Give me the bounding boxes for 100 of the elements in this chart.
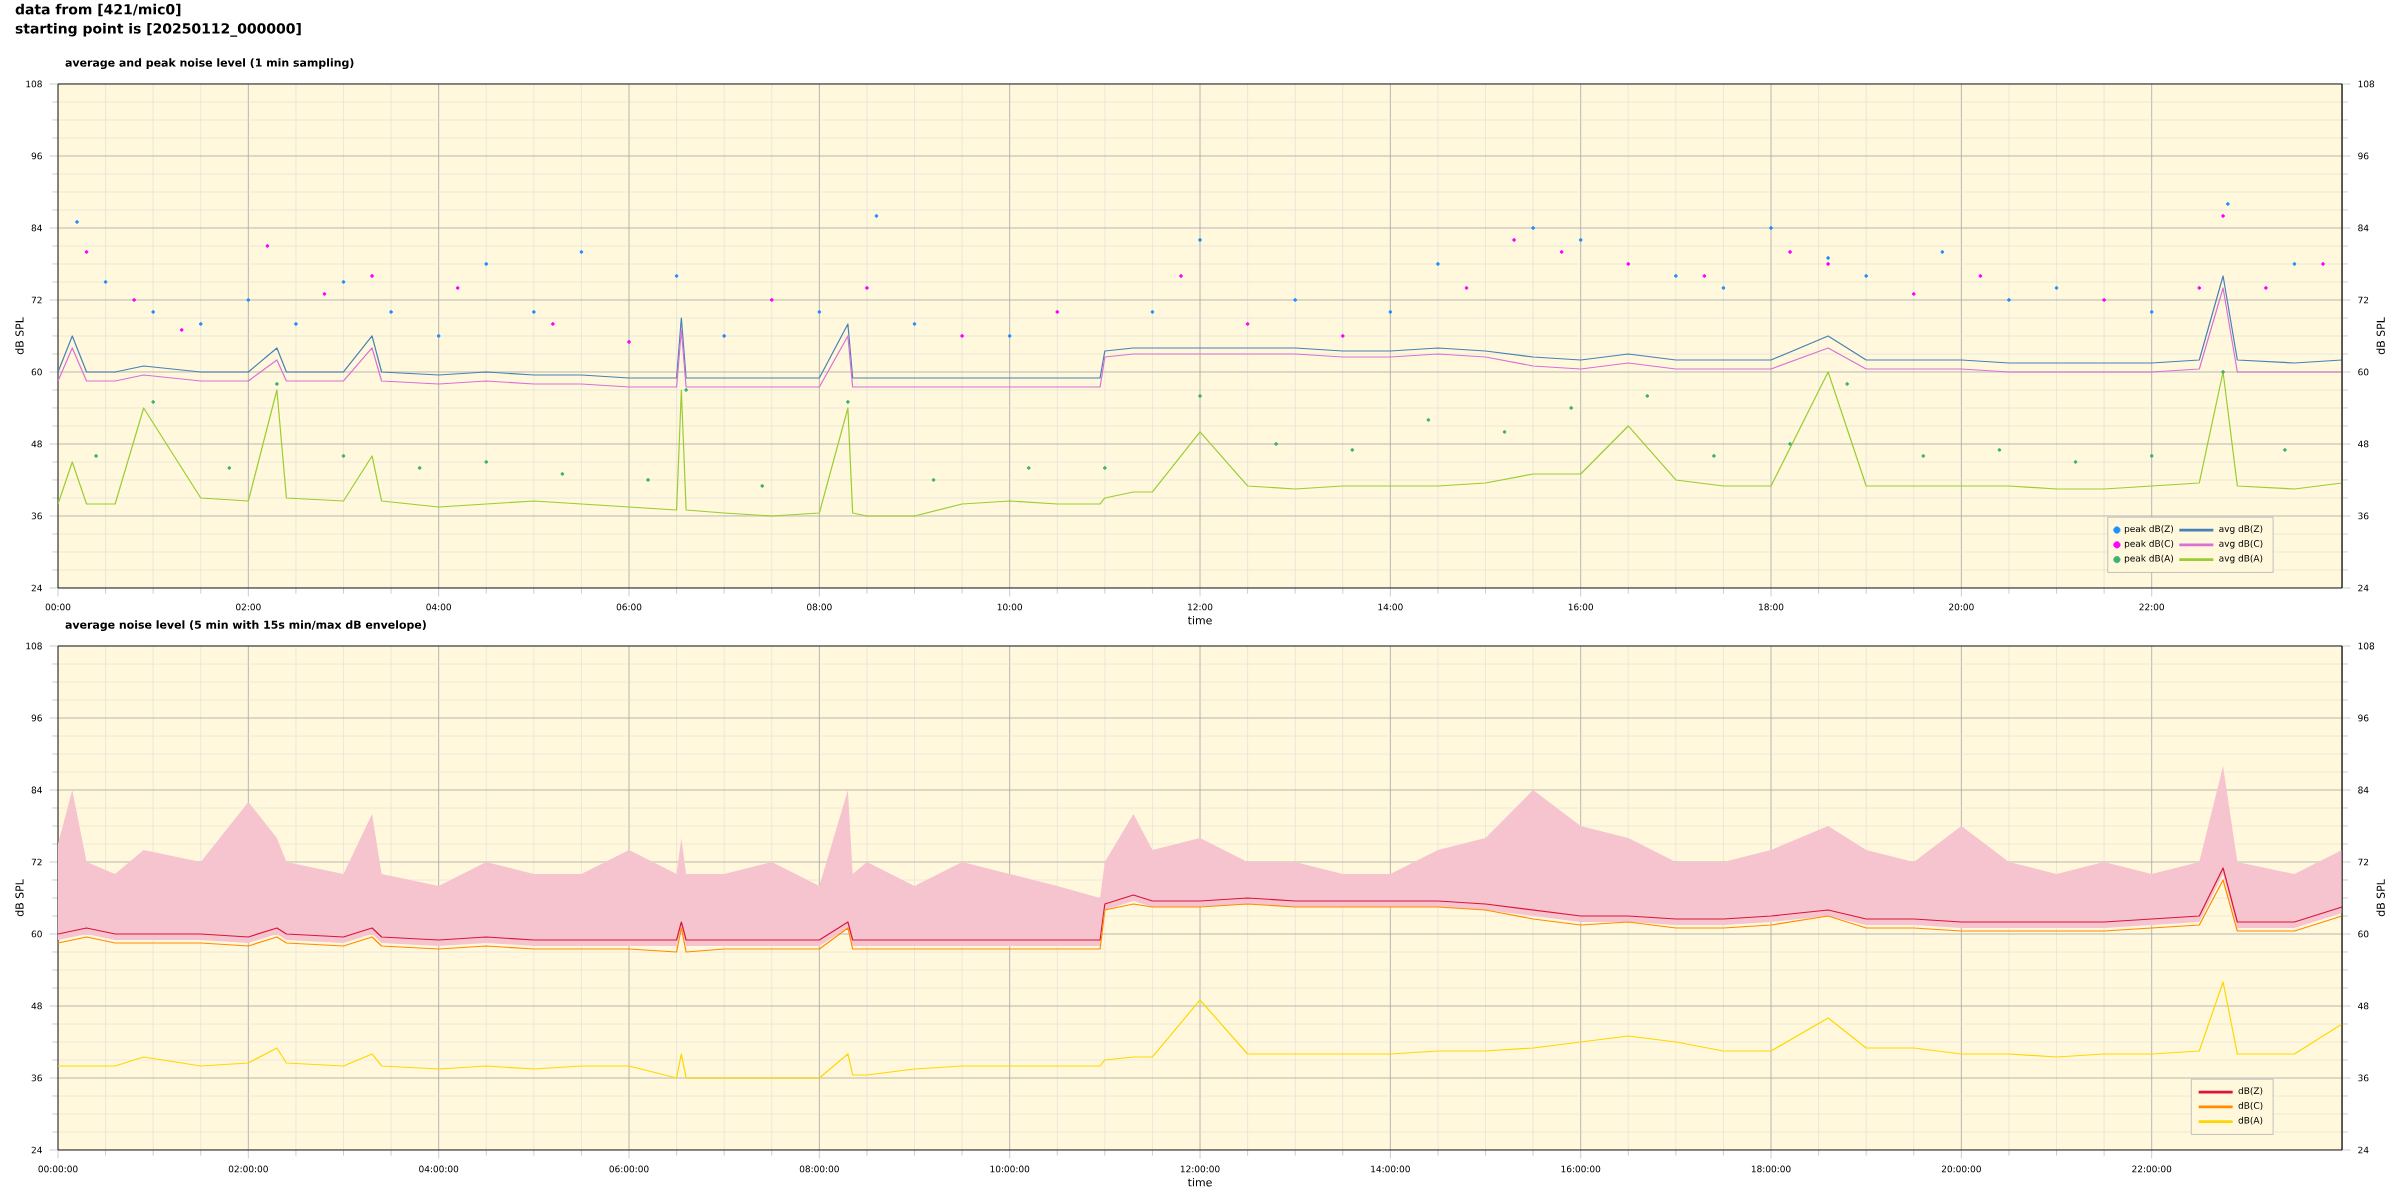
legend-label: dB(Z) [2238, 1087, 2263, 1096]
x-tick-label: 14:00 [1378, 603, 1403, 611]
legend-label: avg dB(Z) [2219, 525, 2263, 534]
point [1788, 442, 1792, 446]
point [2007, 298, 2011, 302]
point [2102, 298, 2106, 302]
y2-tick-label: 72 [2358, 296, 2369, 304]
legend-label: peak dB(A) [2124, 554, 2174, 564]
x-tick-label: 04:00 [426, 603, 452, 611]
point [246, 298, 251, 302]
point [2321, 262, 2325, 266]
point [1293, 298, 1297, 302]
point [179, 328, 184, 332]
point [874, 214, 879, 218]
point [1150, 310, 1155, 314]
point [484, 262, 489, 266]
point [1436, 262, 1440, 266]
point [151, 400, 155, 404]
x-tick-label: 12:00 [1188, 603, 1213, 611]
y2-tick-label: 48 [2358, 1002, 2369, 1010]
point [341, 454, 346, 458]
y2-tick-label: 60 [2358, 368, 2369, 376]
point [1569, 406, 1573, 410]
point [294, 322, 298, 326]
y-tick-label: 48 [31, 440, 42, 448]
point [265, 244, 270, 248]
y-tick-label: 84 [31, 224, 42, 232]
point [912, 322, 917, 326]
point [1245, 322, 1250, 326]
point [1940, 250, 1945, 254]
point [103, 280, 108, 284]
y-axis-title: dB SPL [15, 317, 24, 355]
y2-tick-label: 108 [2358, 642, 2375, 650]
y-tick-label: 72 [31, 296, 42, 304]
point [484, 460, 489, 464]
point [341, 280, 346, 284]
y-tick-label: 72 [31, 858, 42, 866]
point [1721, 286, 1726, 290]
point [1198, 238, 1202, 242]
point [646, 478, 650, 482]
point [417, 466, 422, 470]
text: data from [421/mic0] [15, 3, 181, 17]
x-tick-label: 08:00 [807, 603, 832, 611]
point [1702, 274, 1707, 278]
x-tick-label: 06:00 [616, 603, 642, 611]
legend-label: dB(A) [2238, 1116, 2263, 1125]
point [532, 310, 536, 314]
point [551, 322, 555, 326]
x-tick-label: 18:00 [1759, 603, 1784, 611]
point [1626, 262, 1631, 266]
point [722, 334, 726, 338]
point [684, 388, 688, 392]
point [322, 292, 327, 296]
y-tick-label: 60 [31, 368, 42, 376]
y2-tick-label: 108 [2358, 80, 2375, 88]
point [1198, 394, 1202, 398]
x-tick-label: 16:00:00 [1561, 1165, 1601, 1173]
legend-label: peak dB(C) [2124, 539, 2174, 549]
point [2054, 286, 2059, 290]
point [931, 478, 936, 482]
point [227, 466, 232, 470]
y-tick-label: 108 [26, 642, 42, 650]
legend-label: dB(C) [2238, 1101, 2263, 1110]
y-tick-label: 24 [31, 584, 42, 592]
point [1426, 418, 1431, 422]
point [1769, 226, 1773, 230]
legend-label: avg dB(A) [2219, 554, 2263, 564]
y-axis-title: dB SPL [15, 879, 24, 917]
y-tick-label: 24 [31, 1146, 42, 1154]
point [560, 472, 565, 476]
point [1845, 382, 1849, 386]
point [1179, 274, 1183, 278]
y2-tick-label: 60 [2358, 930, 2369, 938]
point [1921, 454, 1926, 458]
point [1978, 274, 1983, 278]
point [627, 340, 631, 344]
x-tick-label: 18:00:00 [1751, 1165, 1791, 1173]
y2-tick-label: 36 [2358, 512, 2369, 520]
point [1788, 250, 1792, 254]
point [1826, 262, 1830, 266]
x-tick-label: 20:00:00 [1941, 1165, 1981, 1173]
x-tick-label: 04:00:00 [419, 1165, 459, 1173]
y-tick-label: 48 [31, 1002, 42, 1010]
y-tick-label: 96 [31, 714, 42, 722]
point [2283, 448, 2287, 452]
point [769, 298, 774, 302]
y2-tick-label: 96 [2358, 152, 2369, 160]
y-tick-label: 36 [31, 512, 42, 520]
point [94, 454, 98, 458]
point [84, 250, 89, 254]
point [1674, 274, 1678, 278]
point [1531, 226, 1535, 230]
point [1350, 448, 1355, 452]
y-tick-label: 60 [31, 930, 42, 938]
point [1026, 466, 1031, 470]
y2-tick-label: 36 [2358, 1074, 2369, 1082]
y2-axis-title: dB SPL [2376, 879, 2385, 917]
point [1007, 334, 1012, 338]
y-tick-label: 36 [31, 1074, 42, 1082]
x-tick-label: 06:00:00 [609, 1165, 649, 1173]
